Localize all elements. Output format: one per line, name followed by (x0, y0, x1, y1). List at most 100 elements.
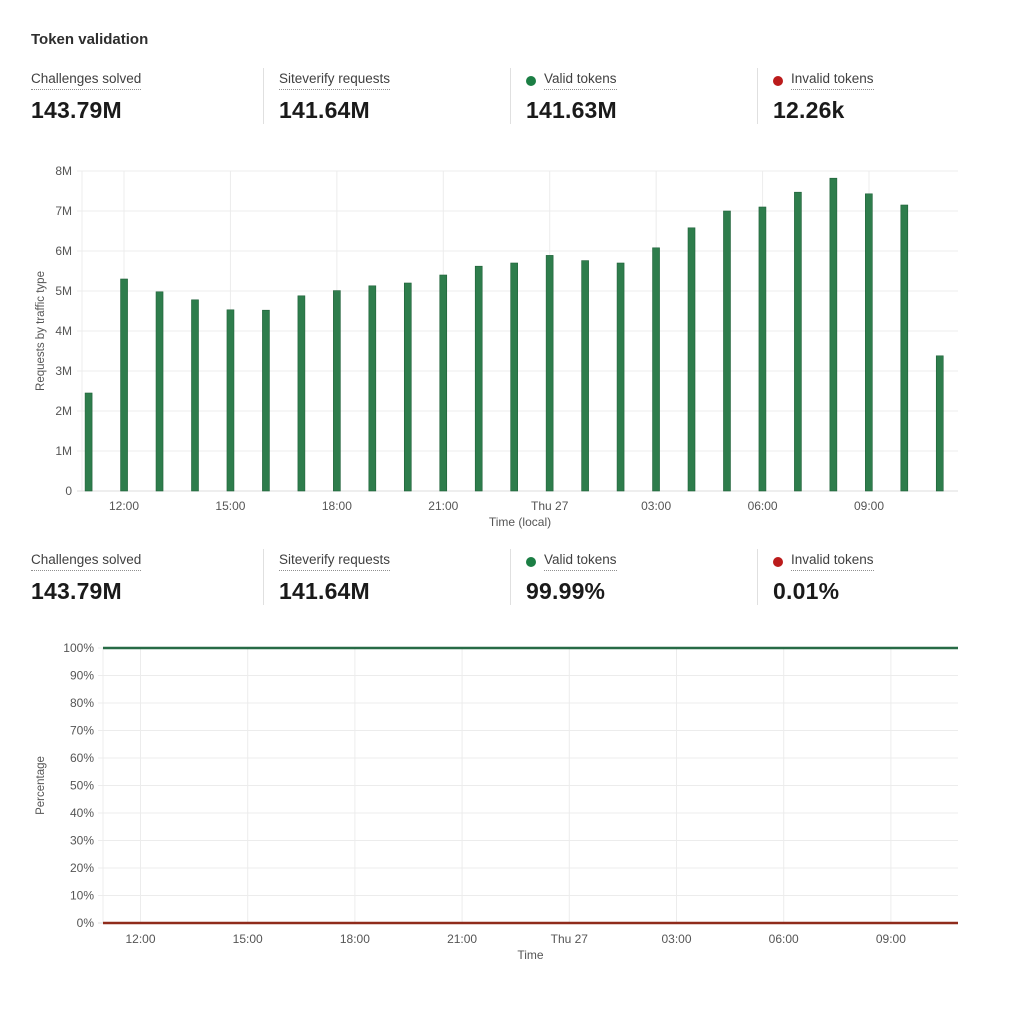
bar-20:00 (403, 282, 412, 492)
bar-17:00 (297, 295, 306, 492)
stat-value-invalid-tokens: 12.26k (773, 96, 845, 123)
svg-text:4M: 4M (55, 324, 72, 338)
page-title: Token validation (31, 31, 149, 48)
bar-02:00 (616, 262, 625, 492)
stat-valid-tokens: Valid tokens 141.63M (510, 68, 757, 124)
svg-text:0%: 0% (77, 916, 95, 930)
svg-text:100%: 100% (63, 641, 94, 655)
svg-text:06:00: 06:00 (769, 932, 799, 946)
svg-text:50%: 50% (70, 779, 94, 793)
stat-siteverify-requests: Siteverify requests 141.64M (263, 68, 510, 124)
svg-text:Time: Time (517, 948, 544, 962)
svg-text:70%: 70% (70, 724, 94, 738)
stat-label-siteverify-requests[interactable]: Siteverify requests (279, 552, 391, 571)
bar-12:00 (120, 278, 128, 492)
invalid-tokens-dot-icon (773, 556, 783, 567)
stat-label-valid-tokens[interactable]: Valid tokens (544, 552, 617, 571)
stat-value-challenges-solved: 143.79M (31, 96, 122, 123)
valid-tokens-dot-icon (526, 556, 536, 567)
svg-text:06:00: 06:00 (748, 499, 778, 513)
svg-text:15:00: 15:00 (215, 499, 245, 513)
svg-text:Requests by traffic type: Requests by traffic type (35, 271, 47, 391)
svg-text:10%: 10% (70, 889, 94, 903)
stats-row-top: Challenges solved 143.79M Siteverify req… (0, 68, 1019, 124)
svg-text:18:00: 18:00 (340, 932, 370, 946)
bar-11:00 (935, 355, 944, 492)
stat-label-siteverify-requests[interactable]: Siteverify requests (279, 71, 391, 90)
svg-text:03:00: 03:00 (641, 499, 671, 513)
svg-text:Thu 27: Thu 27 (551, 932, 589, 946)
bar-18:00 (333, 290, 341, 492)
svg-text:12:00: 12:00 (109, 499, 139, 513)
bar-04:00 (687, 227, 696, 492)
svg-text:30%: 30% (70, 834, 94, 848)
chart2-series-lines[interactable] (103, 646, 958, 925)
requests-bar-chart[interactable]: 0 1M 2M 3M 4M 5M 6M 7M 8M 12:00 15:00 18:00 21:00 Thu… (0, 160, 1019, 535)
chart1-axis-labels: 0 1M 2M 3M 4M 5M 6M 7M 8M 12:00 15:00 18:00 21:00 Thu… (35, 164, 884, 529)
svg-text:09:00: 09:00 (876, 932, 906, 946)
svg-text:60%: 60% (70, 751, 94, 765)
svg-text:Time (local): Time (local) (489, 515, 551, 529)
stat-label-challenges-solved[interactable]: Challenges solved (31, 552, 142, 571)
svg-text:0: 0 (65, 484, 72, 498)
svg-text:80%: 80% (70, 696, 94, 710)
svg-text:8M: 8M (55, 164, 72, 178)
svg-text:40%: 40% (70, 806, 94, 820)
svg-text:20%: 20% (70, 861, 94, 875)
svg-text:1M: 1M (55, 444, 72, 458)
svg-text:5M: 5M (55, 284, 72, 298)
chart1-bars[interactable] (84, 177, 944, 492)
bar-10:00 (900, 204, 909, 492)
bar-05:00 (723, 210, 731, 492)
svg-text:3M: 3M (55, 364, 72, 378)
svg-text:7M: 7M (55, 204, 72, 218)
stat-valid-tokens-pct: Valid tokens 99.99% (510, 549, 757, 605)
chart2-axis-labels: 0% 10% 20% 30% 40% 50% 60% 70% 80% 90% 100% 12:00 15… (35, 641, 906, 962)
bar-11:00 (84, 392, 93, 492)
bar-08:00 (829, 177, 838, 492)
bar-Thu 27 00:00 (545, 255, 554, 492)
bar-19:00 (368, 285, 377, 492)
stat-value-invalid-tokens-pct: 0.01% (773, 577, 840, 604)
stats-row-bottom: Challenges solved 143.79M Siteverify req… (0, 549, 1019, 605)
bar-13:00 (155, 291, 164, 492)
stat-label-invalid-tokens[interactable]: Invalid tokens (791, 552, 874, 571)
svg-text:21:00: 21:00 (428, 499, 458, 513)
stat-value-valid-tokens-pct: 99.99% (526, 577, 606, 604)
stat-label-valid-tokens[interactable]: Valid tokens (544, 71, 617, 90)
stat-value-siteverify-requests: 141.64M (279, 577, 370, 604)
svg-text:Thu 27: Thu 27 (531, 499, 569, 513)
bar-06:00 (758, 206, 767, 492)
bar-03:00 (652, 247, 660, 492)
bar-01:00 (581, 260, 589, 492)
bar-23:00 (510, 262, 518, 492)
bar-15:00 (226, 309, 235, 492)
bar-16:00 (262, 309, 270, 492)
svg-text:2M: 2M (55, 404, 72, 418)
stat-label-challenges-solved[interactable]: Challenges solved (31, 71, 142, 90)
invalid-tokens-dot-icon (773, 75, 783, 86)
svg-text:12:00: 12:00 (125, 932, 155, 946)
bar-07:00 (794, 191, 802, 492)
chart2-gridlines (98, 647, 958, 924)
svg-text:Percentage: Percentage (35, 756, 47, 815)
bar-14:00 (191, 299, 199, 492)
stat-invalid-tokens: Invalid tokens 12.26k (757, 68, 1019, 124)
stat-challenges-solved: Challenges solved 143.79M (31, 68, 263, 124)
stat-label-invalid-tokens[interactable]: Invalid tokens (791, 71, 874, 90)
svg-text:21:00: 21:00 (447, 932, 477, 946)
svg-text:90%: 90% (70, 669, 94, 683)
bar-09:00 (865, 193, 873, 492)
percentage-line-chart[interactable]: 0% 10% 20% 30% 40% 50% 60% 70% 80% 90% 100% 12:00 15… (0, 633, 1019, 978)
valid-tokens-dot-icon (526, 75, 536, 86)
svg-text:03:00: 03:00 (661, 932, 691, 946)
svg-text:18:00: 18:00 (322, 499, 352, 513)
stat-value-valid-tokens: 141.63M (526, 96, 617, 123)
stat-siteverify-requests-pct: Siteverify requests 141.64M (263, 549, 510, 605)
svg-text:6M: 6M (55, 244, 72, 258)
stat-value-siteverify-requests: 141.64M (279, 96, 370, 123)
bar-22:00 (474, 265, 483, 492)
svg-text:09:00: 09:00 (854, 499, 884, 513)
bar-21:00 (439, 274, 448, 492)
stat-invalid-tokens-pct: Invalid tokens 0.01% (757, 549, 1019, 605)
